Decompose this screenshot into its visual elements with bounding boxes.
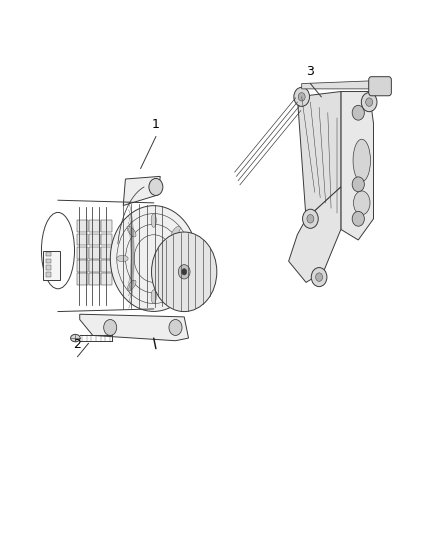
Ellipse shape xyxy=(171,226,180,237)
FancyBboxPatch shape xyxy=(46,259,51,263)
FancyBboxPatch shape xyxy=(77,260,88,272)
Ellipse shape xyxy=(127,226,136,237)
Ellipse shape xyxy=(353,191,370,215)
FancyBboxPatch shape xyxy=(77,220,88,232)
FancyBboxPatch shape xyxy=(89,220,100,232)
Circle shape xyxy=(352,177,364,192)
FancyBboxPatch shape xyxy=(43,251,60,280)
Circle shape xyxy=(316,273,322,281)
FancyBboxPatch shape xyxy=(46,265,51,270)
Circle shape xyxy=(352,106,364,120)
Circle shape xyxy=(152,232,217,312)
Text: 2: 2 xyxy=(74,338,81,351)
FancyBboxPatch shape xyxy=(101,273,112,285)
Circle shape xyxy=(178,265,190,279)
Circle shape xyxy=(366,98,373,107)
FancyBboxPatch shape xyxy=(101,233,112,245)
Polygon shape xyxy=(123,176,160,206)
Polygon shape xyxy=(289,187,341,282)
FancyBboxPatch shape xyxy=(89,233,100,245)
Polygon shape xyxy=(80,314,188,341)
Polygon shape xyxy=(302,81,369,89)
FancyBboxPatch shape xyxy=(77,247,88,259)
Polygon shape xyxy=(297,92,341,219)
FancyBboxPatch shape xyxy=(101,220,112,232)
FancyBboxPatch shape xyxy=(46,272,51,277)
Circle shape xyxy=(169,319,182,335)
Ellipse shape xyxy=(71,334,80,342)
FancyBboxPatch shape xyxy=(89,247,100,259)
Ellipse shape xyxy=(171,280,180,291)
Ellipse shape xyxy=(179,255,191,262)
Circle shape xyxy=(361,93,377,112)
Text: 3: 3 xyxy=(307,65,314,78)
Circle shape xyxy=(294,87,310,107)
Circle shape xyxy=(182,269,187,275)
FancyBboxPatch shape xyxy=(101,260,112,272)
Circle shape xyxy=(104,319,117,335)
Circle shape xyxy=(307,215,314,223)
Text: 1: 1 xyxy=(152,118,160,131)
Ellipse shape xyxy=(151,290,156,303)
Circle shape xyxy=(352,212,364,226)
FancyBboxPatch shape xyxy=(89,260,100,272)
FancyBboxPatch shape xyxy=(369,77,391,96)
FancyBboxPatch shape xyxy=(77,233,88,245)
Circle shape xyxy=(110,206,197,311)
Polygon shape xyxy=(341,92,374,240)
FancyBboxPatch shape xyxy=(46,252,51,256)
Ellipse shape xyxy=(353,139,371,182)
Circle shape xyxy=(311,268,327,287)
Circle shape xyxy=(303,209,318,228)
FancyBboxPatch shape xyxy=(89,273,100,285)
Ellipse shape xyxy=(127,280,136,291)
Ellipse shape xyxy=(117,255,128,262)
FancyBboxPatch shape xyxy=(101,247,112,259)
Circle shape xyxy=(298,93,305,101)
Ellipse shape xyxy=(151,214,156,228)
Circle shape xyxy=(149,179,163,196)
FancyBboxPatch shape xyxy=(77,273,88,285)
